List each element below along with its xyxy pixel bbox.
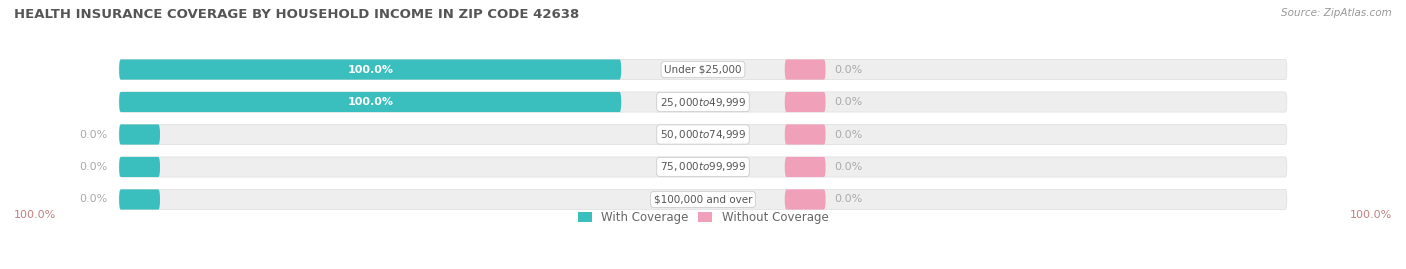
FancyBboxPatch shape	[785, 157, 825, 177]
Text: 100.0%: 100.0%	[347, 65, 394, 75]
Text: 0.0%: 0.0%	[79, 162, 107, 172]
Text: 0.0%: 0.0%	[834, 65, 863, 75]
Text: 100.0%: 100.0%	[347, 97, 394, 107]
Text: 0.0%: 0.0%	[834, 97, 863, 107]
Text: 0.0%: 0.0%	[79, 129, 107, 140]
FancyBboxPatch shape	[120, 59, 1286, 80]
FancyBboxPatch shape	[785, 125, 825, 144]
FancyBboxPatch shape	[120, 92, 1286, 112]
FancyBboxPatch shape	[120, 189, 1286, 210]
Text: 0.0%: 0.0%	[834, 194, 863, 204]
FancyBboxPatch shape	[120, 59, 621, 80]
Text: 0.0%: 0.0%	[834, 162, 863, 172]
Text: 0.0%: 0.0%	[834, 129, 863, 140]
FancyBboxPatch shape	[120, 92, 621, 112]
Text: Source: ZipAtlas.com: Source: ZipAtlas.com	[1281, 8, 1392, 18]
FancyBboxPatch shape	[120, 125, 160, 144]
Text: $100,000 and over: $100,000 and over	[654, 194, 752, 204]
Text: 100.0%: 100.0%	[1350, 210, 1392, 220]
Text: 100.0%: 100.0%	[14, 210, 56, 220]
FancyBboxPatch shape	[785, 189, 825, 210]
Legend: With Coverage, Without Coverage: With Coverage, Without Coverage	[572, 206, 834, 228]
Text: Under $25,000: Under $25,000	[664, 65, 742, 75]
FancyBboxPatch shape	[120, 189, 160, 210]
FancyBboxPatch shape	[120, 157, 1286, 177]
Text: HEALTH INSURANCE COVERAGE BY HOUSEHOLD INCOME IN ZIP CODE 42638: HEALTH INSURANCE COVERAGE BY HOUSEHOLD I…	[14, 8, 579, 21]
Text: $50,000 to $74,999: $50,000 to $74,999	[659, 128, 747, 141]
Text: 0.0%: 0.0%	[79, 194, 107, 204]
FancyBboxPatch shape	[785, 59, 825, 80]
Text: $25,000 to $49,999: $25,000 to $49,999	[659, 95, 747, 108]
FancyBboxPatch shape	[120, 125, 1286, 144]
FancyBboxPatch shape	[785, 92, 825, 112]
Text: $75,000 to $99,999: $75,000 to $99,999	[659, 161, 747, 174]
FancyBboxPatch shape	[120, 157, 160, 177]
